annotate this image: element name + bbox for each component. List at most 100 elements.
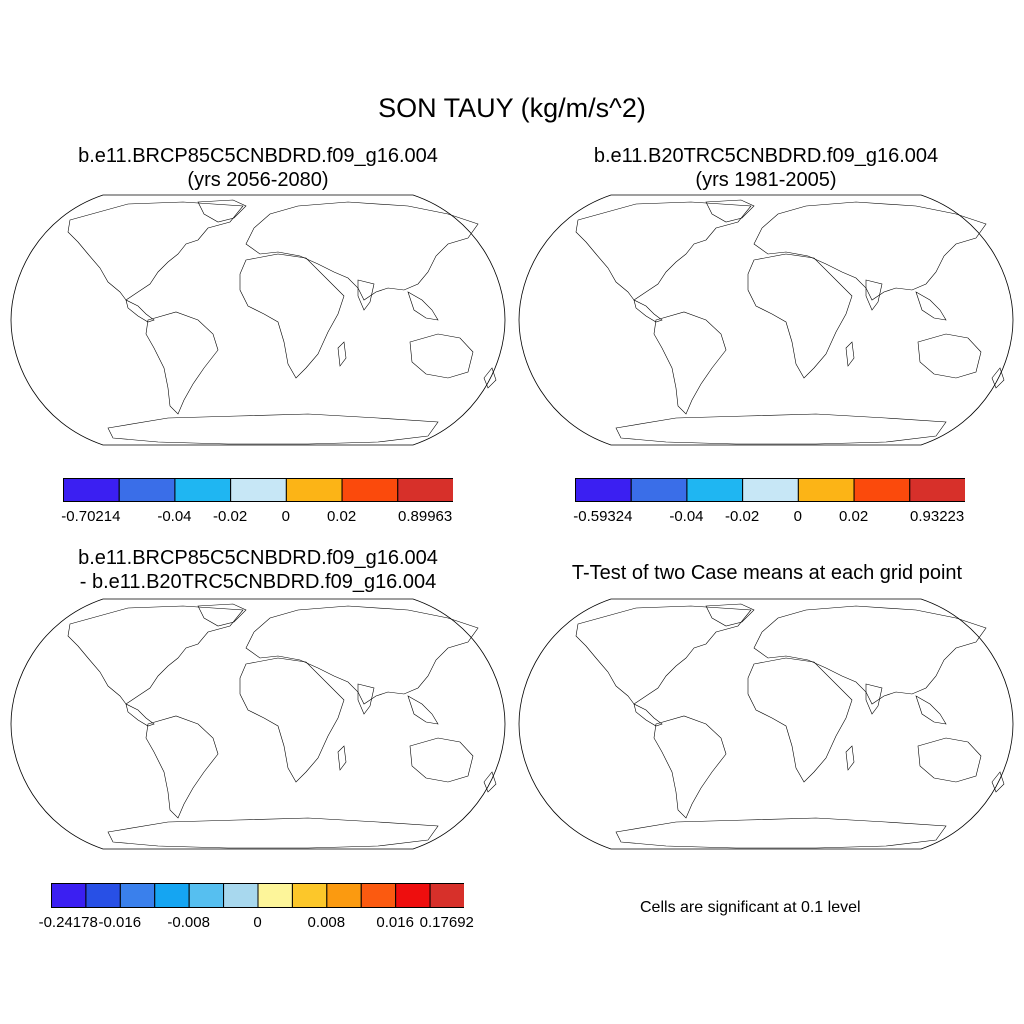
panel1-title-line1: b.e11.BRCP85C5CNBDRD.f09_g16.004 bbox=[78, 145, 438, 167]
coast-eurasia bbox=[753, 605, 987, 705]
coast-india bbox=[357, 683, 375, 715]
coast-seAsia bbox=[915, 291, 947, 321]
map-frame bbox=[10, 194, 506, 446]
panel2-title-line1: b.e11.B20TRC5CNBDRD.f09_g16.004 bbox=[593, 145, 939, 167]
colorbar-case2 bbox=[575, 478, 965, 502]
colorbar-tick-label: 0 bbox=[253, 914, 262, 931]
coast-africa bbox=[239, 253, 345, 379]
coast-centralAmerica bbox=[125, 299, 155, 323]
panel3-title-line1: b.e11.BRCP85C5CNBDRD.f09_g16.004 bbox=[78, 547, 438, 569]
colorbar-box-2 bbox=[119, 883, 156, 908]
colorbar-tick-label: 0.02 bbox=[838, 508, 869, 525]
coast-africa bbox=[747, 657, 853, 783]
coast-india bbox=[865, 279, 883, 311]
data-field bbox=[8, 192, 508, 448]
colorbar-tick-label: 0.93223 bbox=[910, 508, 965, 525]
colorbar-box-2 bbox=[686, 478, 744, 502]
coast-greenland bbox=[705, 603, 755, 627]
coast-africa bbox=[747, 253, 853, 379]
coast-eurasia bbox=[753, 201, 987, 301]
colorbar-tick-label: -0.04 bbox=[157, 508, 192, 525]
colorbar-box-5 bbox=[223, 883, 259, 908]
colorbar-tick-label: 0.89963 bbox=[398, 508, 453, 525]
colorbar-case1 bbox=[63, 478, 453, 502]
coast-greenland bbox=[197, 199, 247, 223]
coast-australia bbox=[409, 333, 474, 379]
colorbar-box-1 bbox=[85, 883, 121, 908]
colorbar-box-0 bbox=[63, 478, 120, 502]
coast-india bbox=[357, 279, 375, 311]
panel1-title: b.e11.BRCP85C5CNBDRD.f09_g16.004 (yrs 20… bbox=[48, 144, 468, 192]
panel2-title-line2: (yrs 1981-2005) bbox=[695, 169, 837, 191]
coast-madagascar bbox=[337, 745, 347, 771]
coastlines bbox=[67, 603, 497, 849]
coast-antarctica bbox=[107, 817, 439, 849]
colorbar-tick-label: 0 bbox=[793, 508, 803, 525]
colorbar-tick-label: 0.17692 bbox=[419, 914, 474, 931]
figure-title: SON TAUY (kg/m/s^2) bbox=[378, 93, 646, 123]
colorbar-box-5 bbox=[341, 478, 399, 502]
coast-southAmerica bbox=[653, 715, 727, 819]
coast-southAmerica bbox=[145, 715, 219, 819]
colorbar-box-6 bbox=[257, 883, 293, 908]
colorbar-tick-label: -0.59324 bbox=[573, 508, 633, 525]
coast-australia bbox=[917, 333, 982, 379]
coast-northAmerica bbox=[67, 201, 244, 301]
panel2-title: b.e11.B20TRC5CNBDRD.f09_g16.004 (yrs 198… bbox=[556, 144, 976, 192]
coast-madagascar bbox=[845, 745, 855, 771]
colorbar-box-3 bbox=[154, 883, 190, 908]
colorbar-tick-label: 0.008 bbox=[307, 914, 346, 931]
colorbar-box-11 bbox=[429, 883, 464, 908]
coast-northAmerica bbox=[575, 605, 752, 705]
colorbar-box-0 bbox=[51, 883, 87, 908]
colorbar-box-4 bbox=[188, 883, 225, 908]
coast-centralAmerica bbox=[633, 299, 663, 323]
coast-australia bbox=[409, 737, 474, 783]
map-panel-case1 bbox=[8, 192, 508, 448]
data-field bbox=[8, 596, 508, 852]
coast-centralAmerica bbox=[125, 703, 155, 727]
colorbar-box-2 bbox=[174, 478, 232, 502]
coast-northAmerica bbox=[575, 201, 752, 301]
colorbar-tick-label: -0.02 bbox=[725, 508, 760, 525]
coast-greenland bbox=[705, 199, 755, 223]
coast-eurasia bbox=[245, 605, 479, 705]
colorbar-box-10 bbox=[395, 883, 431, 908]
data-field bbox=[516, 192, 1016, 448]
coastlines bbox=[575, 199, 1005, 445]
coast-northAmerica bbox=[67, 605, 244, 705]
panel3-title-line2: - b.e11.B20TRC5CNBDRD.f09_g16.004 bbox=[79, 571, 437, 593]
colorbar-box-8 bbox=[326, 883, 362, 908]
colorbar-tick-label: 0.02 bbox=[326, 508, 357, 525]
coast-centralAmerica bbox=[633, 703, 663, 727]
colorbar-box-4 bbox=[797, 478, 855, 502]
colorbar-box-3 bbox=[230, 478, 287, 502]
panel3-title: b.e11.BRCP85C5CNBDRD.f09_g16.004 - b.e11… bbox=[48, 546, 468, 594]
coast-seAsia bbox=[407, 291, 439, 321]
colorbar-box-5 bbox=[853, 478, 911, 502]
significance-note: Cells are significant at 0.1 level bbox=[640, 899, 861, 916]
map-panel-case2 bbox=[516, 192, 1016, 448]
colorbar-box-0 bbox=[575, 478, 632, 502]
colorbar-tick-label: -0.02 bbox=[213, 508, 248, 525]
colorbar-box-3 bbox=[742, 478, 799, 502]
map-frame bbox=[10, 598, 506, 850]
colorbar-tick-label: -0.70214 bbox=[61, 508, 121, 525]
colorbar-tick-label: 0 bbox=[281, 508, 291, 525]
colorbar-box-1 bbox=[630, 478, 688, 502]
colorbar-difference bbox=[51, 883, 464, 908]
colorbar-tick-label: -0.24178 bbox=[38, 914, 98, 931]
coast-africa bbox=[239, 657, 345, 783]
panel1-title-line2: (yrs 2056-2080) bbox=[187, 169, 329, 191]
coastlines bbox=[575, 603, 1005, 849]
colorbar-tick-label: -0.008 bbox=[167, 914, 210, 931]
coast-seAsia bbox=[915, 695, 947, 725]
coast-madagascar bbox=[845, 341, 855, 367]
coast-greenland bbox=[197, 603, 247, 627]
colorbar-tick-label: 0.016 bbox=[376, 914, 414, 931]
map-frame bbox=[518, 598, 1014, 850]
coastlines bbox=[67, 199, 497, 445]
panel4-title: T-Test of two Case means at each grid po… bbox=[532, 561, 1002, 585]
colorbar-box-9 bbox=[360, 883, 397, 908]
colorbar-box-1 bbox=[118, 478, 176, 502]
